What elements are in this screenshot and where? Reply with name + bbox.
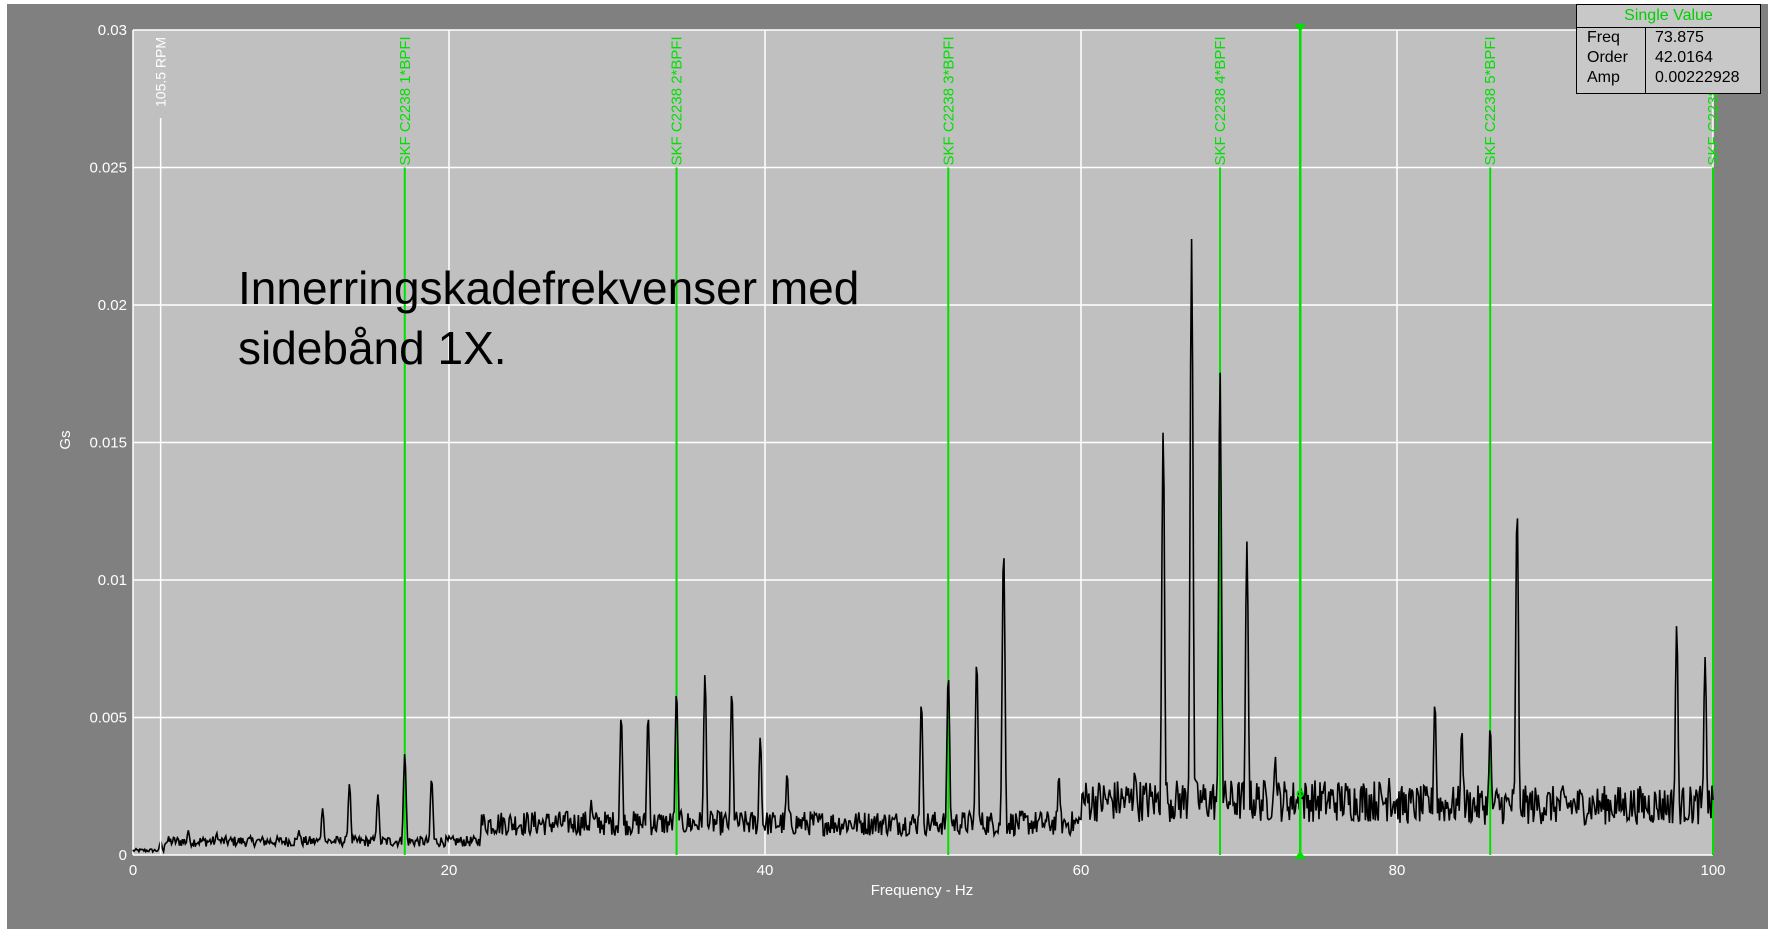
y-tick-label: 0.025 — [89, 160, 127, 177]
spectrum-peak — [1461, 728, 1462, 729]
spectrum-peak — [431, 778, 432, 779]
x-tick-label: 0 — [129, 862, 137, 879]
spectrum-peak — [1434, 701, 1435, 702]
cursor-group[interactable] — [1294, 24, 1307, 859]
y-axis: 0 0.005 0.01 0.015 0.02 0.025 0.03 — [89, 22, 127, 864]
spectrum-peak — [787, 772, 788, 773]
spectrum-peak — [976, 659, 977, 660]
y-tick-label: 0.01 — [98, 572, 127, 589]
grid — [132, 29, 1714, 856]
spectrum-peak — [676, 690, 677, 691]
spectrum-peak — [591, 800, 592, 801]
rpm-marker-group: 105.5 RPM — [153, 37, 169, 855]
x-tick-label: 40 — [757, 862, 774, 879]
single-value-readout: Single Value Freq 73.875 Order 42.0164 A… — [1576, 4, 1761, 94]
readout-row-freq: Freq 73.875 — [1577, 28, 1760, 48]
y-tick-label: 0.03 — [98, 22, 127, 39]
spectrum-peak — [1246, 541, 1247, 542]
y-tick-label: 0 — [119, 847, 127, 864]
spectrum-peak — [921, 701, 922, 702]
spectrum-trace-group — [132, 238, 1714, 855]
cursor-point — [1296, 789, 1304, 798]
spectrum-peak — [1058, 775, 1059, 776]
spectrum-peak — [1517, 505, 1518, 506]
x-tick-label: 20 — [441, 862, 458, 879]
readout-divider — [1645, 27, 1646, 93]
spectrum-peak — [1676, 624, 1677, 625]
spectrum-peak — [1275, 756, 1276, 757]
spectrum-trace — [132, 238, 1714, 855]
annotation-caption: Innerringskadefrekvenser med sidebånd 1X… — [238, 258, 859, 378]
spectrum-peak — [298, 830, 299, 831]
spectrum-peak — [404, 753, 405, 754]
y-tick-label: 0.015 — [89, 435, 127, 452]
readout-row-amp: Amp 0.00222928 — [1577, 68, 1760, 88]
spectrum-peak — [1389, 778, 1390, 779]
caption-line-1: Innerringskadefrekvenser med — [238, 262, 860, 314]
readout-label: Amp — [1587, 69, 1620, 86]
cursor-top-handle — [1294, 24, 1307, 32]
spectrum-peak — [621, 714, 622, 715]
spectrum-peak — [188, 830, 189, 831]
readout-value: 0.00222928 — [1655, 69, 1740, 86]
readout-row-order: Order 42.0164 — [1577, 48, 1760, 68]
bpfi-marker-label: SKF C2238 3*BPFI — [940, 36, 957, 165]
spectrum-peak — [216, 833, 217, 834]
y-tick-label: 0.02 — [98, 297, 127, 314]
spectrum-peak — [1220, 368, 1221, 369]
x-axis: 0 20 40 60 80 100 — [129, 862, 1726, 879]
x-tick-label: 100 — [1700, 862, 1725, 879]
bpfi-marker-label: SKF C2238 5*BPFI — [1482, 36, 1499, 165]
spectrum-peak — [1490, 725, 1491, 726]
spectrum-peak — [731, 690, 732, 691]
x-tick-label: 80 — [1389, 862, 1406, 879]
spectrum-peak — [760, 736, 761, 737]
spectrum-peak — [377, 794, 378, 795]
readout-value: 73.875 — [1655, 29, 1704, 46]
spectrum-peak — [1191, 239, 1192, 240]
readout-label: Freq — [1587, 29, 1620, 46]
rpm-marker-label: 105.5 RPM — [153, 37, 169, 107]
spectrum-peak — [1163, 428, 1164, 429]
spectrum-peak — [648, 714, 649, 715]
readout-value: 42.0164 — [1655, 49, 1713, 66]
spectrum-peak — [704, 673, 705, 674]
spectrum-peak — [1003, 547, 1004, 548]
x-axis-label: Frequency - Hz — [871, 882, 974, 899]
spectrum-peak — [1705, 657, 1706, 658]
spectrum-peak — [1562, 789, 1563, 790]
spectrum-peak — [322, 808, 323, 809]
x-tick-label: 60 — [1073, 862, 1090, 879]
bpfi-marker-label: SKF C2238 1*BPFI — [397, 36, 414, 165]
bpfi-marker-label: SKF C2238 4*BPFI — [1212, 36, 1229, 165]
y-axis-label: Gs — [57, 430, 74, 449]
spectrum-peak — [1134, 769, 1135, 770]
spectrum-peak — [948, 673, 949, 674]
cursor-bottom-handle — [1294, 851, 1307, 859]
caption-line-2: sidebånd 1X. — [238, 322, 507, 374]
single-value-title: Single Value — [1577, 5, 1760, 28]
bpfi-marker-label: SKF C2238 2*BPFI — [669, 36, 686, 165]
spectrum-peak — [349, 783, 350, 784]
readout-label: Order — [1587, 49, 1628, 66]
y-tick-label: 0.005 — [89, 710, 127, 727]
